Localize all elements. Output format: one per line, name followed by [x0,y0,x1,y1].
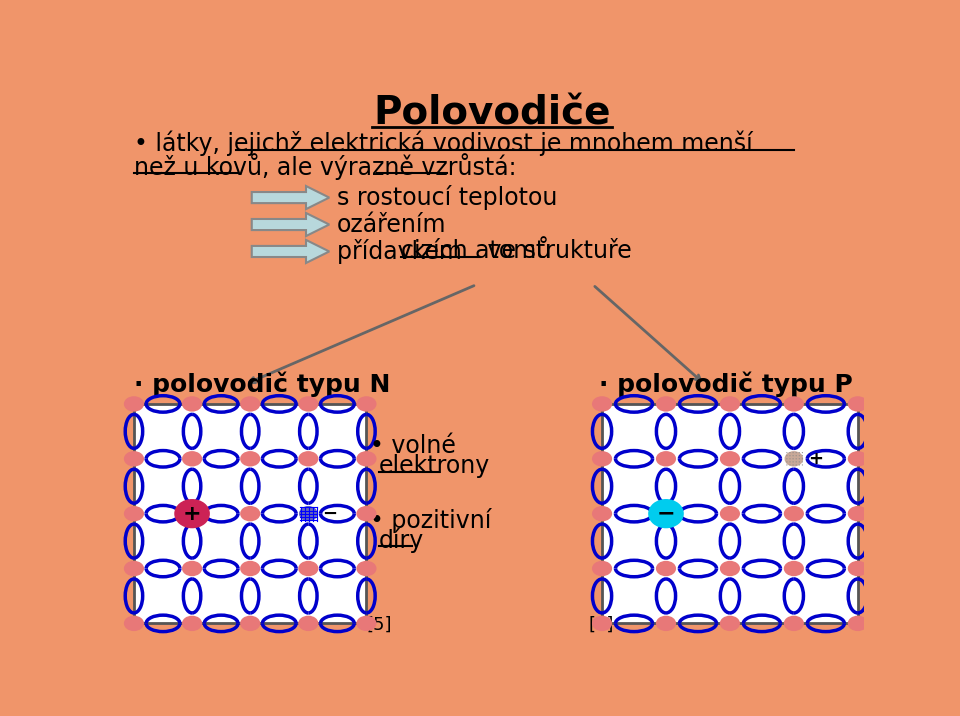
Polygon shape [252,213,329,236]
Ellipse shape [240,506,260,521]
Ellipse shape [783,616,804,631]
Ellipse shape [802,455,803,456]
Text: −: − [323,505,337,523]
Ellipse shape [799,455,800,456]
Ellipse shape [783,396,804,412]
Text: · polovodič typu N: · polovodič typu N [134,372,391,397]
Ellipse shape [848,616,868,631]
Text: [6]: [6] [588,616,614,634]
Ellipse shape [796,461,797,463]
Text: ozářením: ozářením [337,213,446,236]
Ellipse shape [784,451,804,467]
Ellipse shape [720,396,740,412]
Ellipse shape [592,451,612,467]
Ellipse shape [799,458,800,460]
Ellipse shape [240,616,260,631]
Ellipse shape [182,616,203,631]
Text: −: − [657,503,675,523]
Ellipse shape [182,396,203,412]
Ellipse shape [720,616,740,631]
Text: • pozitivní: • pozitivní [370,508,491,533]
Ellipse shape [124,506,144,521]
Ellipse shape [175,499,210,528]
Ellipse shape [848,506,868,521]
Ellipse shape [848,451,868,467]
Polygon shape [252,186,329,209]
Ellipse shape [182,561,203,576]
Ellipse shape [793,455,794,456]
Text: +: + [182,503,202,523]
Ellipse shape [356,396,376,412]
Ellipse shape [793,461,794,463]
Ellipse shape [789,458,791,460]
Ellipse shape [299,396,319,412]
Ellipse shape [796,452,797,453]
Ellipse shape [356,561,376,576]
Ellipse shape [796,458,797,460]
Ellipse shape [656,616,676,631]
Ellipse shape [240,396,260,412]
Ellipse shape [299,451,319,467]
Polygon shape [252,240,329,263]
Ellipse shape [592,506,612,521]
Ellipse shape [656,561,676,576]
Ellipse shape [802,461,803,463]
Ellipse shape [182,451,203,467]
Ellipse shape [848,396,868,412]
Text: · polovodič typu P: · polovodič typu P [599,372,852,397]
Ellipse shape [783,561,804,576]
Text: přídavkem: přídavkem [337,239,469,264]
Ellipse shape [786,452,787,453]
Text: • látky, jejichž elektrická vodivost je mnohem menší: • látky, jejichž elektrická vodivost je … [134,131,753,156]
Ellipse shape [793,458,794,460]
Ellipse shape [299,506,318,521]
Text: s rostoucí teplotou: s rostoucí teplotou [337,185,558,210]
Ellipse shape [356,616,376,631]
Ellipse shape [796,455,797,456]
Text: ve struktuře: ve struktuře [480,239,632,263]
Ellipse shape [124,396,144,412]
Ellipse shape [356,451,376,467]
Ellipse shape [848,561,868,576]
Ellipse shape [124,451,144,467]
Ellipse shape [656,451,676,467]
Ellipse shape [592,561,612,576]
Ellipse shape [124,616,144,631]
Text: +: + [807,450,823,468]
Text: • volné: • volné [370,435,455,458]
Ellipse shape [240,451,260,467]
Ellipse shape [124,561,144,576]
Ellipse shape [720,561,740,576]
Ellipse shape [786,458,787,460]
Text: [5]: [5] [367,616,392,634]
Ellipse shape [786,455,787,456]
Ellipse shape [648,499,684,528]
Ellipse shape [789,452,791,453]
Ellipse shape [299,616,319,631]
Ellipse shape [789,461,791,463]
Bar [134,404,367,624]
Ellipse shape [799,461,800,463]
Ellipse shape [592,396,612,412]
Ellipse shape [299,561,319,576]
Text: cizích atomů: cizích atomů [400,239,551,263]
Ellipse shape [720,451,740,467]
Ellipse shape [802,452,803,453]
Ellipse shape [656,396,676,412]
Ellipse shape [240,561,260,576]
Ellipse shape [786,461,787,463]
Bar [602,404,858,624]
Ellipse shape [720,506,740,521]
Ellipse shape [592,616,612,631]
Text: elektrony: elektrony [379,454,491,478]
Ellipse shape [802,458,803,460]
Ellipse shape [793,452,794,453]
Ellipse shape [783,506,804,521]
Ellipse shape [356,506,376,521]
Ellipse shape [799,452,800,453]
Text: Polovodiče: Polovodiče [373,95,611,132]
Text: než u kovů, ale výrazně vzrůstá:: než u kovů, ale výrazně vzrůstá: [134,153,516,180]
Text: díry: díry [379,528,424,553]
Ellipse shape [789,455,791,456]
